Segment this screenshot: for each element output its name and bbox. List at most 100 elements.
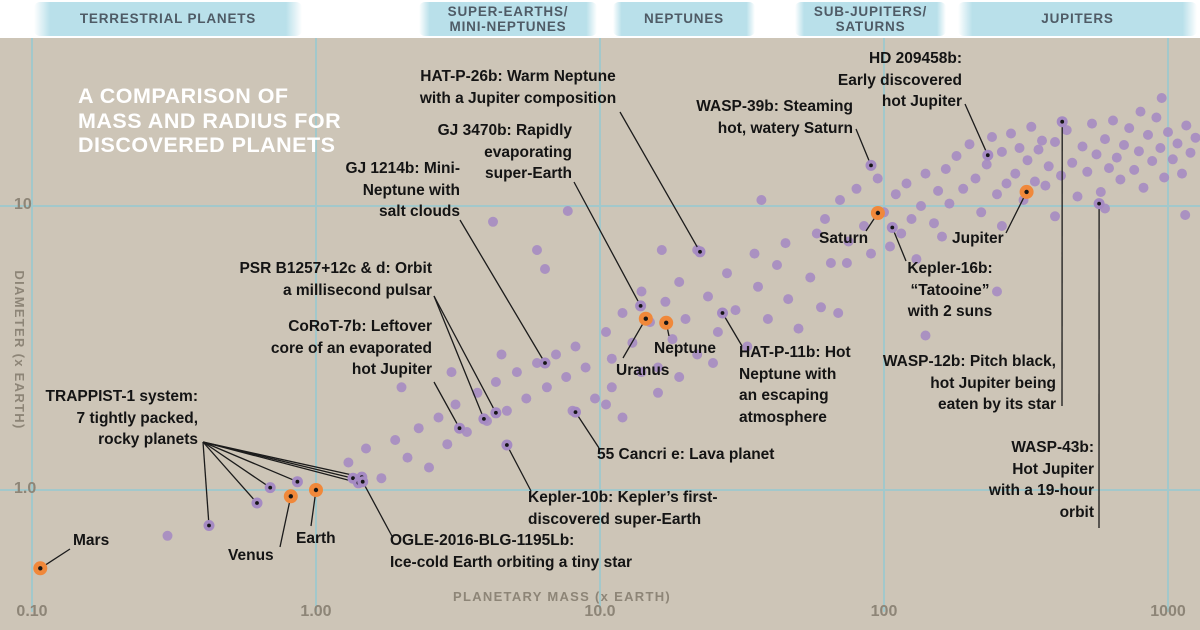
annotation-wasp-39b: WASP-39b: Steaming hot, watery Saturn <box>696 96 853 139</box>
data-point <box>601 327 611 337</box>
annotation-55-cancri-e: 55 Cancri e: Lava planet <box>597 444 774 466</box>
data-point <box>1124 123 1135 134</box>
data-point <box>1133 146 1144 157</box>
data-point <box>636 286 647 297</box>
data-point <box>450 399 461 410</box>
data-point <box>780 238 791 249</box>
annotation-saturn: Saturn <box>819 228 868 250</box>
data-point <box>1138 182 1149 193</box>
data-point <box>433 412 444 423</box>
data-point <box>1006 128 1016 139</box>
annotation-hd-209458b: HD 209458b: Early discovered hot Jupiter <box>838 48 962 113</box>
data-point <box>636 367 647 378</box>
point-center-dot <box>457 426 462 431</box>
annotation-kepler-10b: Kepler-10b: Kepler’s first-discovered su… <box>528 487 718 530</box>
data-point <box>1072 191 1083 202</box>
category-pill-label: JUPITERS <box>1041 11 1114 27</box>
point-center-dot <box>985 153 990 158</box>
annotation-line: Ice-cold Earth orbiting a tiny star <box>390 553 633 571</box>
data-point <box>987 132 997 142</box>
callout-line-ogle-2016-blg-1195lb <box>362 481 394 539</box>
annotation-uranus: Uranus <box>616 360 669 382</box>
category-pill-sub-jupiters-saturns: SUB-JUPITERS/SATURNS <box>795 2 946 36</box>
callout-line-wasp-39b <box>855 128 872 166</box>
annotation-line: hot, watery Saturn <box>717 119 853 137</box>
data-point <box>920 330 931 341</box>
data-point <box>703 291 713 302</box>
y-tick-1.0: 1.0 <box>14 480 37 498</box>
category-pill-label: NEPTUNES <box>644 11 724 27</box>
point-center-dot <box>255 501 259 505</box>
point-center-dot <box>482 417 486 421</box>
data-point <box>762 314 773 324</box>
data-point <box>1077 141 1088 152</box>
data-point <box>1001 178 1012 189</box>
category-pill-label: SATURNS <box>835 19 906 34</box>
annotation-mars: Mars <box>73 530 109 552</box>
callout-line-jupiter <box>1005 191 1028 234</box>
data-point <box>424 462 434 473</box>
annotation-ogle: OGLE-2016-BLG-1195Lb: Ice-cold Earth orbi… <box>390 530 632 573</box>
x-tick-0.10: 0.10 <box>16 603 48 620</box>
chart-title-line: A COMPARISON OF <box>78 84 289 108</box>
callout-line-trappist-7 <box>202 441 362 478</box>
point-center-dot <box>543 361 547 365</box>
chart-title: A COMPARISON OF MASS AND RADIUS FOR DISC… <box>78 84 341 158</box>
y-tick-10: 10 <box>14 196 32 214</box>
annotation-line: HD 209458b: <box>868 50 962 67</box>
data-point <box>1143 129 1153 140</box>
data-point <box>606 382 617 393</box>
data-point <box>843 236 854 247</box>
callout-line-trappist-2 <box>202 441 258 504</box>
data-point <box>1111 152 1122 163</box>
data-point <box>783 294 794 305</box>
annotation-hat-p-11b: HAT-P-11b: Hot Neptune with an escaping atm… <box>739 342 851 428</box>
annotation-line: hot Jupiter <box>881 93 962 110</box>
data-point <box>532 245 542 255</box>
annotation-line: with a Jupiter composition <box>419 89 617 107</box>
data-point <box>866 248 876 259</box>
data-point <box>540 264 550 274</box>
data-point <box>749 248 760 259</box>
data-point <box>1147 156 1158 166</box>
data-point <box>811 228 822 239</box>
category-pill-label: SUB-JUPITERS/ <box>813 3 928 19</box>
data-point <box>996 221 1007 231</box>
data-point <box>680 314 691 324</box>
point-center-dot <box>268 485 273 490</box>
callout-line-hat-p-11b <box>721 312 743 347</box>
data-point <box>1180 210 1191 220</box>
point-center-dot <box>295 479 300 484</box>
data-point <box>793 323 804 334</box>
data-point <box>1119 140 1129 150</box>
data-point <box>1050 211 1060 222</box>
data-point <box>1040 180 1051 191</box>
callout-line-trappist-3 <box>202 441 271 489</box>
annotation-line: HAT-P-26b: Warm Neptune <box>420 68 616 85</box>
data-point <box>551 349 561 360</box>
data-point <box>896 228 907 239</box>
annotation-wasp-43b: WASP-43b: Hot Jupiter with a 19-hour orbit <box>989 437 1094 523</box>
data-point <box>890 189 901 200</box>
point-center-dot <box>573 410 578 414</box>
callout-line-kepler-10b <box>506 444 532 492</box>
data-point <box>667 334 678 345</box>
data-point <box>562 206 573 216</box>
callout-line-trappist-4 <box>202 441 298 483</box>
callout-line-psr-b1257-12d <box>433 295 497 414</box>
data-point <box>692 349 703 360</box>
data-point <box>402 452 413 463</box>
data-point <box>722 268 732 279</box>
annotation-line: evaporating <box>484 143 572 161</box>
data-point <box>835 195 845 205</box>
annotation-line: Kepler-16b: <box>907 260 993 277</box>
data-point <box>1022 155 1033 166</box>
point-center-dot <box>505 443 509 447</box>
callout-line-uranus <box>622 318 647 359</box>
data-point <box>1104 163 1114 174</box>
annotation-line: Neptune with <box>739 365 837 383</box>
point-center-dot <box>720 311 725 315</box>
callout-line-kepler-16b <box>891 227 907 262</box>
annotation-line: core of an evaporated <box>270 339 432 357</box>
data-point <box>490 377 501 387</box>
